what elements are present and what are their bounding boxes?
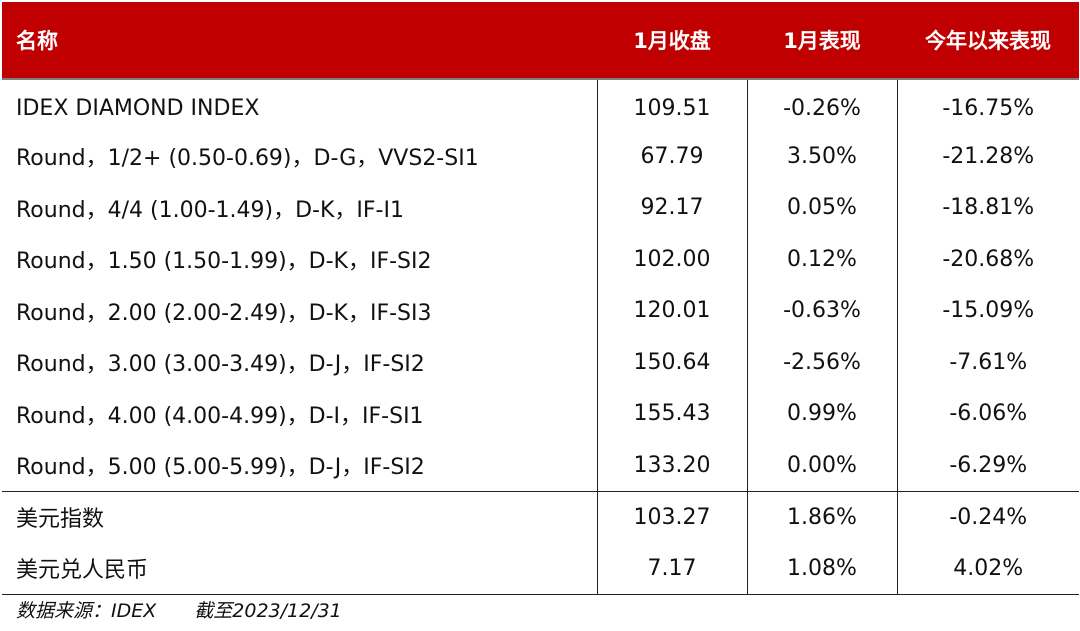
cell-name: IDEX DIAMOND INDEX (16, 95, 260, 121)
cell-month: 0.00% (746, 439, 897, 491)
table-row: Round，3.00 (3.00-3.49)，D-J，IF-SI2 150.64… (2, 336, 1079, 388)
cell-close: 102.00 (596, 233, 747, 285)
cell-ytd: -0.24% (896, 490, 1079, 543)
table-row: Round，4.00 (4.00-4.99)，D-I，IF-SI1 155.43… (2, 388, 1079, 440)
cell-name: Round，2.00 (2.00-2.49)，D-K，IF-SI3 (16, 300, 432, 326)
cell-month: -2.56% (746, 336, 897, 388)
cell-month: 1.86% (746, 490, 897, 543)
cell-name: Round，3.00 (3.00-3.49)，D-J，IF-SI2 (16, 352, 425, 378)
cell-name: Round，4/4 (1.00-1.49)，D-K，IF-I1 (16, 197, 404, 223)
cell-month: 3.50% (746, 130, 897, 182)
cell-ytd: -6.29% (896, 439, 1079, 491)
cell-ytd: -21.28% (896, 130, 1079, 182)
cell-month: 0.12% (746, 233, 897, 285)
table-row: Round，4/4 (1.00-1.49)，D-K，IF-I1 92.17 0.… (2, 182, 1079, 234)
cell-close: 120.01 (596, 285, 747, 337)
header-row: 名称 1月收盘 1月表现 今年以来表现 (2, 2, 1079, 80)
cell-ytd: -6.06% (896, 388, 1079, 440)
cell-month: 1.08% (746, 542, 897, 595)
source-note: 数据来源：IDEX 截至2023/12/31 (16, 596, 342, 623)
cell-name: 美元兑人民币 (2, 542, 597, 595)
cell-name: 美元指数 (2, 490, 597, 543)
cell-close: 92.17 (596, 182, 747, 234)
cell-ytd: 4.02% (896, 542, 1079, 595)
cell-close: 103.27 (596, 490, 747, 543)
cell-close: 67.79 (596, 130, 747, 182)
cell-close: 7.17 (596, 542, 747, 595)
table-row: Round，5.00 (5.00-5.99)，D-J，IF-SI2 133.20… (2, 439, 1079, 491)
cell-ytd: -7.61% (896, 336, 1079, 388)
table-body: IDEX DIAMOND INDEX 109.51 -0.26% -16.75%… (2, 79, 1079, 595)
cell-name: Round，4.00 (4.00-4.99)，D-I，IF-SI1 (16, 403, 424, 429)
cell-name: Round，5.00 (5.00-5.99)，D-J，IF-SI2 (16, 455, 425, 480)
header-close: 1月收盘 (597, 2, 747, 80)
cell-month: -0.26% (746, 79, 897, 131)
cell-ytd: -18.81% (896, 182, 1079, 234)
cell-close: 150.64 (596, 336, 747, 388)
cell-month: -0.63% (746, 285, 897, 337)
table-row: 美元指数 103.27 1.86% -0.24% (2, 490, 1079, 543)
table-row: IDEX DIAMOND INDEX 109.51 -0.26% -16.75% (2, 79, 1079, 131)
cell-close: 155.43 (596, 388, 747, 440)
cell-ytd: -16.75% (896, 79, 1079, 131)
header-ytd: 今年以来表现 (897, 2, 1079, 80)
cell-month: 0.99% (746, 388, 897, 440)
table-row: Round，2.00 (2.00-2.49)，D-K，IF-SI3 120.01… (2, 285, 1079, 337)
cell-close: 109.51 (596, 79, 747, 131)
table-header: 名称 1月收盘 1月表现 今年以来表现 (2, 2, 1079, 80)
table-row: Round，1.50 (1.50-1.99)，D-K，IF-SI2 102.00… (2, 233, 1079, 285)
diamond-index-table: 名称 1月收盘 1月表现 今年以来表现 IDEX DIAMOND INDEX 1… (2, 2, 1079, 595)
cell-ytd: -15.09% (896, 285, 1079, 337)
header-month: 1月表现 (747, 2, 897, 80)
cell-name: Round，1.50 (1.50-1.99)，D-K，IF-SI2 (16, 249, 432, 275)
table-row: Round，1/2+ (0.50-0.69)，D-G，VVS2-SI1 67.7… (2, 130, 1079, 182)
header-name: 名称 (2, 2, 597, 80)
table-row: 美元兑人民币 7.17 1.08% 4.02% (2, 542, 1079, 595)
source-text: 数据来源：IDEX (16, 600, 157, 622)
cell-close: 133.20 (596, 439, 747, 491)
cell-name: Round，1/2+ (0.50-0.69)，D-G，VVS2-SI1 (16, 146, 479, 172)
cell-month: 0.05% (746, 182, 897, 234)
cutoff-date: 截至2023/12/31 (194, 600, 342, 622)
cell-ytd: -20.68% (896, 233, 1079, 285)
